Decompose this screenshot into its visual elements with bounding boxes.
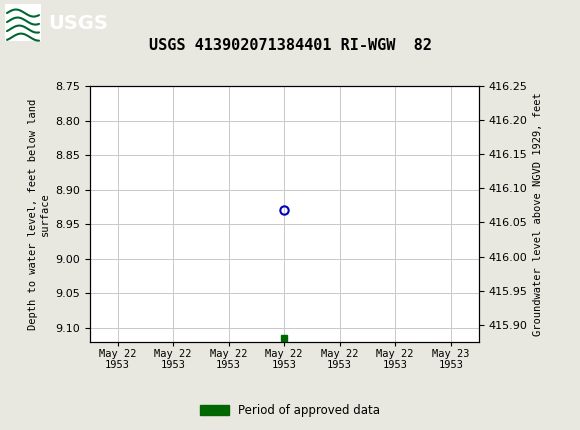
Legend: Period of approved data: Period of approved data [195,399,385,422]
Y-axis label: Depth to water level, feet below land
surface: Depth to water level, feet below land su… [28,98,50,329]
Y-axis label: Groundwater level above NGVD 1929, feet: Groundwater level above NGVD 1929, feet [532,92,543,336]
Text: USGS 413902071384401 RI-WGW  82: USGS 413902071384401 RI-WGW 82 [148,38,432,52]
Bar [5,4,41,41]
Text: USGS: USGS [48,14,108,33]
